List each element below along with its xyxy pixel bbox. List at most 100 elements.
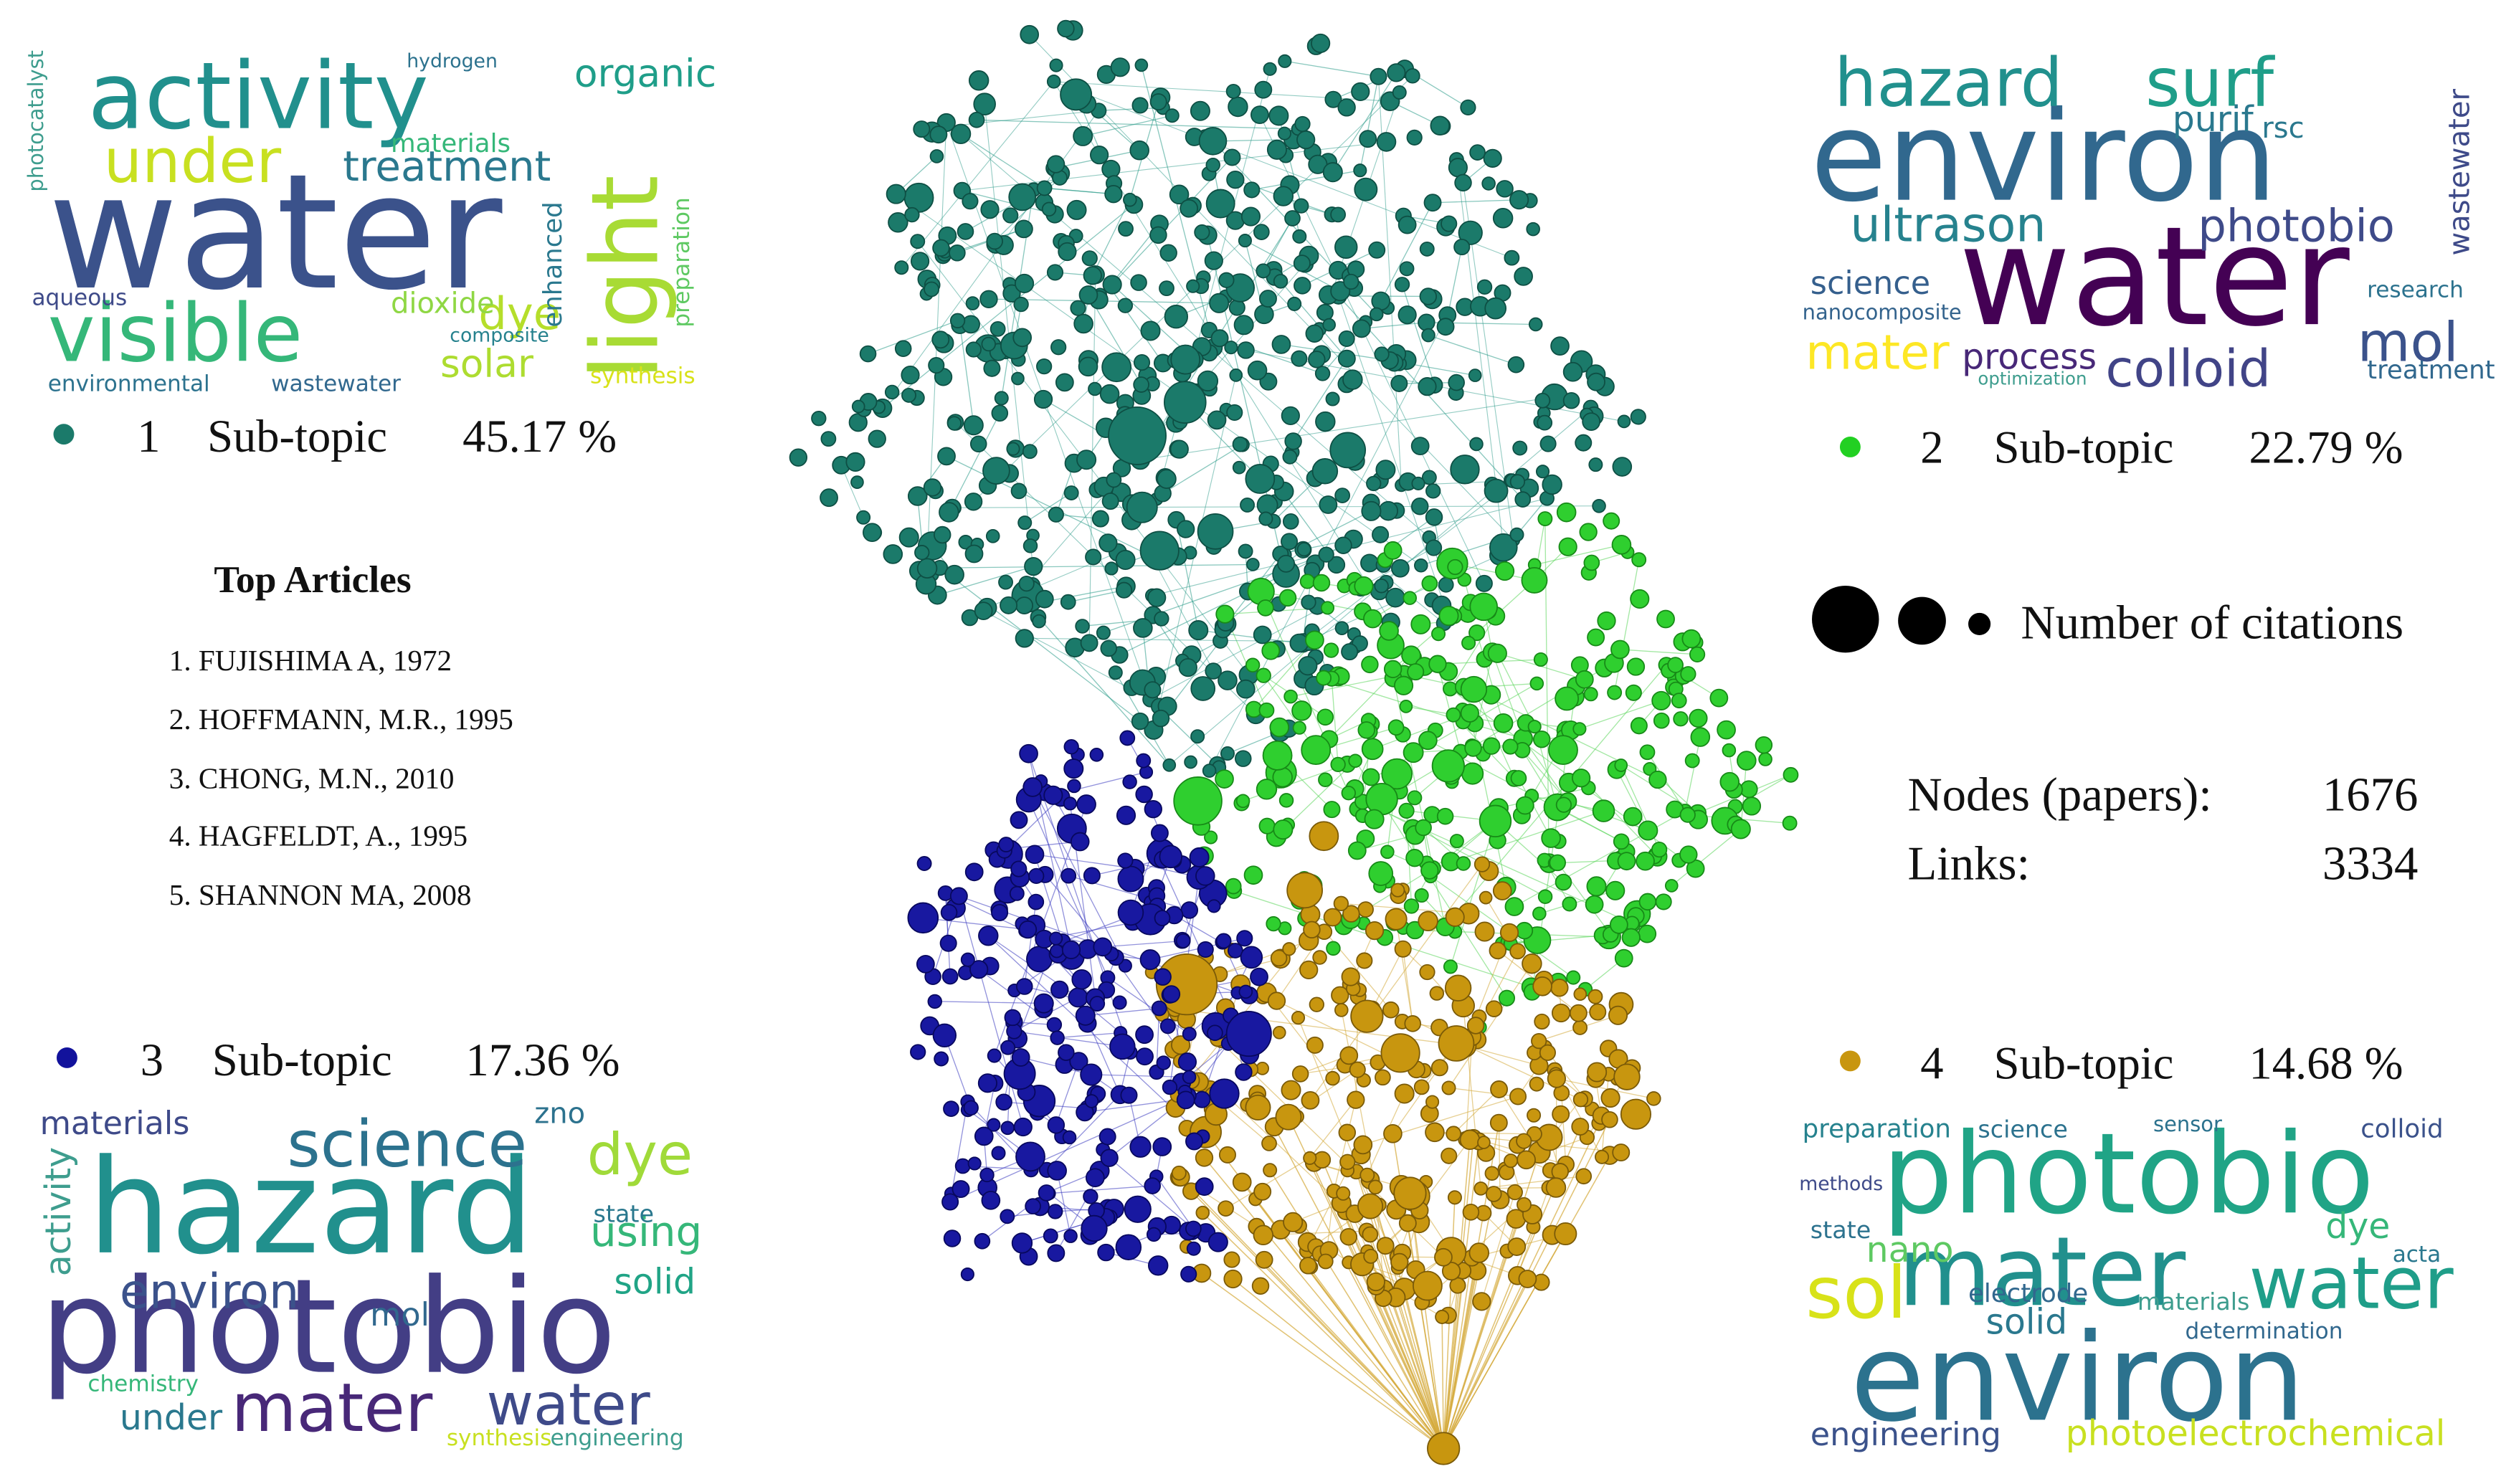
node bbox=[934, 1051, 949, 1067]
node bbox=[1294, 115, 1311, 133]
node bbox=[950, 123, 972, 145]
link bbox=[1498, 1123, 1501, 1200]
node bbox=[932, 239, 950, 257]
node bbox=[1407, 790, 1423, 806]
node bbox=[1273, 819, 1294, 840]
node bbox=[1066, 199, 1087, 220]
node bbox=[1419, 241, 1435, 257]
node bbox=[1620, 1098, 1652, 1130]
node bbox=[1144, 1177, 1161, 1194]
node bbox=[929, 149, 944, 163]
node bbox=[1571, 1118, 1590, 1136]
cloud-word: mol bbox=[2358, 310, 2459, 374]
node bbox=[1362, 1226, 1379, 1243]
node bbox=[1331, 986, 1349, 1004]
top-article: 5. SHANNON MA, 2008 bbox=[169, 878, 472, 911]
node bbox=[1291, 1065, 1309, 1083]
node bbox=[1000, 1040, 1016, 1055]
node bbox=[1268, 105, 1289, 126]
link bbox=[1014, 1030, 1123, 1047]
node bbox=[1587, 372, 1605, 391]
node bbox=[1261, 641, 1281, 660]
node bbox=[1273, 274, 1289, 289]
cloud-word: photobio bbox=[1882, 1108, 2374, 1239]
node bbox=[977, 1073, 997, 1093]
node bbox=[1592, 799, 1615, 822]
node bbox=[1117, 865, 1144, 893]
node bbox=[1436, 318, 1455, 336]
node bbox=[1299, 960, 1319, 980]
link bbox=[948, 413, 1000, 513]
node bbox=[1446, 707, 1461, 723]
node bbox=[1347, 1090, 1365, 1109]
node bbox=[1210, 329, 1229, 348]
node bbox=[1164, 108, 1180, 123]
node bbox=[1220, 746, 1235, 761]
node bbox=[1150, 824, 1169, 842]
node bbox=[1135, 785, 1153, 804]
node bbox=[1631, 552, 1647, 568]
node bbox=[1489, 1113, 1508, 1132]
node bbox=[1303, 921, 1321, 939]
node bbox=[1343, 273, 1359, 290]
node bbox=[1099, 384, 1120, 404]
cloud-word: under bbox=[120, 1397, 223, 1438]
node bbox=[1638, 924, 1657, 943]
cloud-word: mater bbox=[232, 1369, 433, 1447]
node bbox=[1237, 341, 1255, 359]
node bbox=[1178, 657, 1197, 677]
link bbox=[946, 122, 1151, 700]
node bbox=[1532, 906, 1547, 921]
node bbox=[1014, 219, 1033, 239]
node bbox=[981, 1190, 1001, 1210]
node bbox=[1243, 865, 1263, 885]
link bbox=[1443, 1227, 1534, 1449]
link bbox=[1156, 1176, 1194, 1229]
node bbox=[1638, 820, 1658, 841]
node bbox=[1357, 721, 1375, 739]
node bbox=[1180, 1265, 1197, 1283]
node bbox=[903, 182, 934, 213]
node bbox=[1550, 336, 1570, 356]
node bbox=[1259, 290, 1277, 308]
node bbox=[1156, 1055, 1171, 1070]
node bbox=[1385, 908, 1408, 931]
node bbox=[1479, 890, 1493, 905]
node bbox=[1742, 796, 1762, 816]
node bbox=[851, 399, 865, 414]
node bbox=[1050, 339, 1067, 356]
cloud-word: electrode bbox=[1968, 1279, 2088, 1308]
node bbox=[1414, 888, 1429, 903]
link bbox=[1273, 1126, 1444, 1449]
node bbox=[1498, 989, 1516, 1007]
node bbox=[1383, 1123, 1403, 1143]
node bbox=[1301, 594, 1316, 610]
node bbox=[969, 960, 989, 979]
subtopic-number: 2 bbox=[1920, 422, 1943, 473]
cloud-word: zno bbox=[534, 1098, 585, 1131]
node bbox=[1490, 1080, 1509, 1098]
cloud-word: determination bbox=[2186, 1318, 2343, 1344]
node bbox=[1245, 657, 1261, 673]
node bbox=[1024, 556, 1043, 576]
node bbox=[1418, 731, 1438, 751]
node bbox=[1333, 895, 1349, 912]
node bbox=[978, 926, 999, 946]
node bbox=[998, 574, 1013, 590]
node bbox=[1322, 162, 1343, 183]
node bbox=[1218, 272, 1235, 288]
cloud-word: nanocomposite bbox=[1803, 300, 1962, 325]
cloud-word: science bbox=[1978, 1116, 2068, 1143]
node bbox=[1009, 885, 1025, 901]
node bbox=[1583, 687, 1598, 702]
node bbox=[1282, 942, 1296, 956]
node bbox=[1022, 777, 1043, 797]
node bbox=[1339, 1228, 1358, 1246]
node bbox=[1374, 346, 1390, 362]
node bbox=[1315, 411, 1336, 432]
node bbox=[1414, 558, 1428, 573]
node bbox=[1360, 553, 1379, 573]
node bbox=[1326, 941, 1341, 956]
node bbox=[1528, 317, 1543, 332]
